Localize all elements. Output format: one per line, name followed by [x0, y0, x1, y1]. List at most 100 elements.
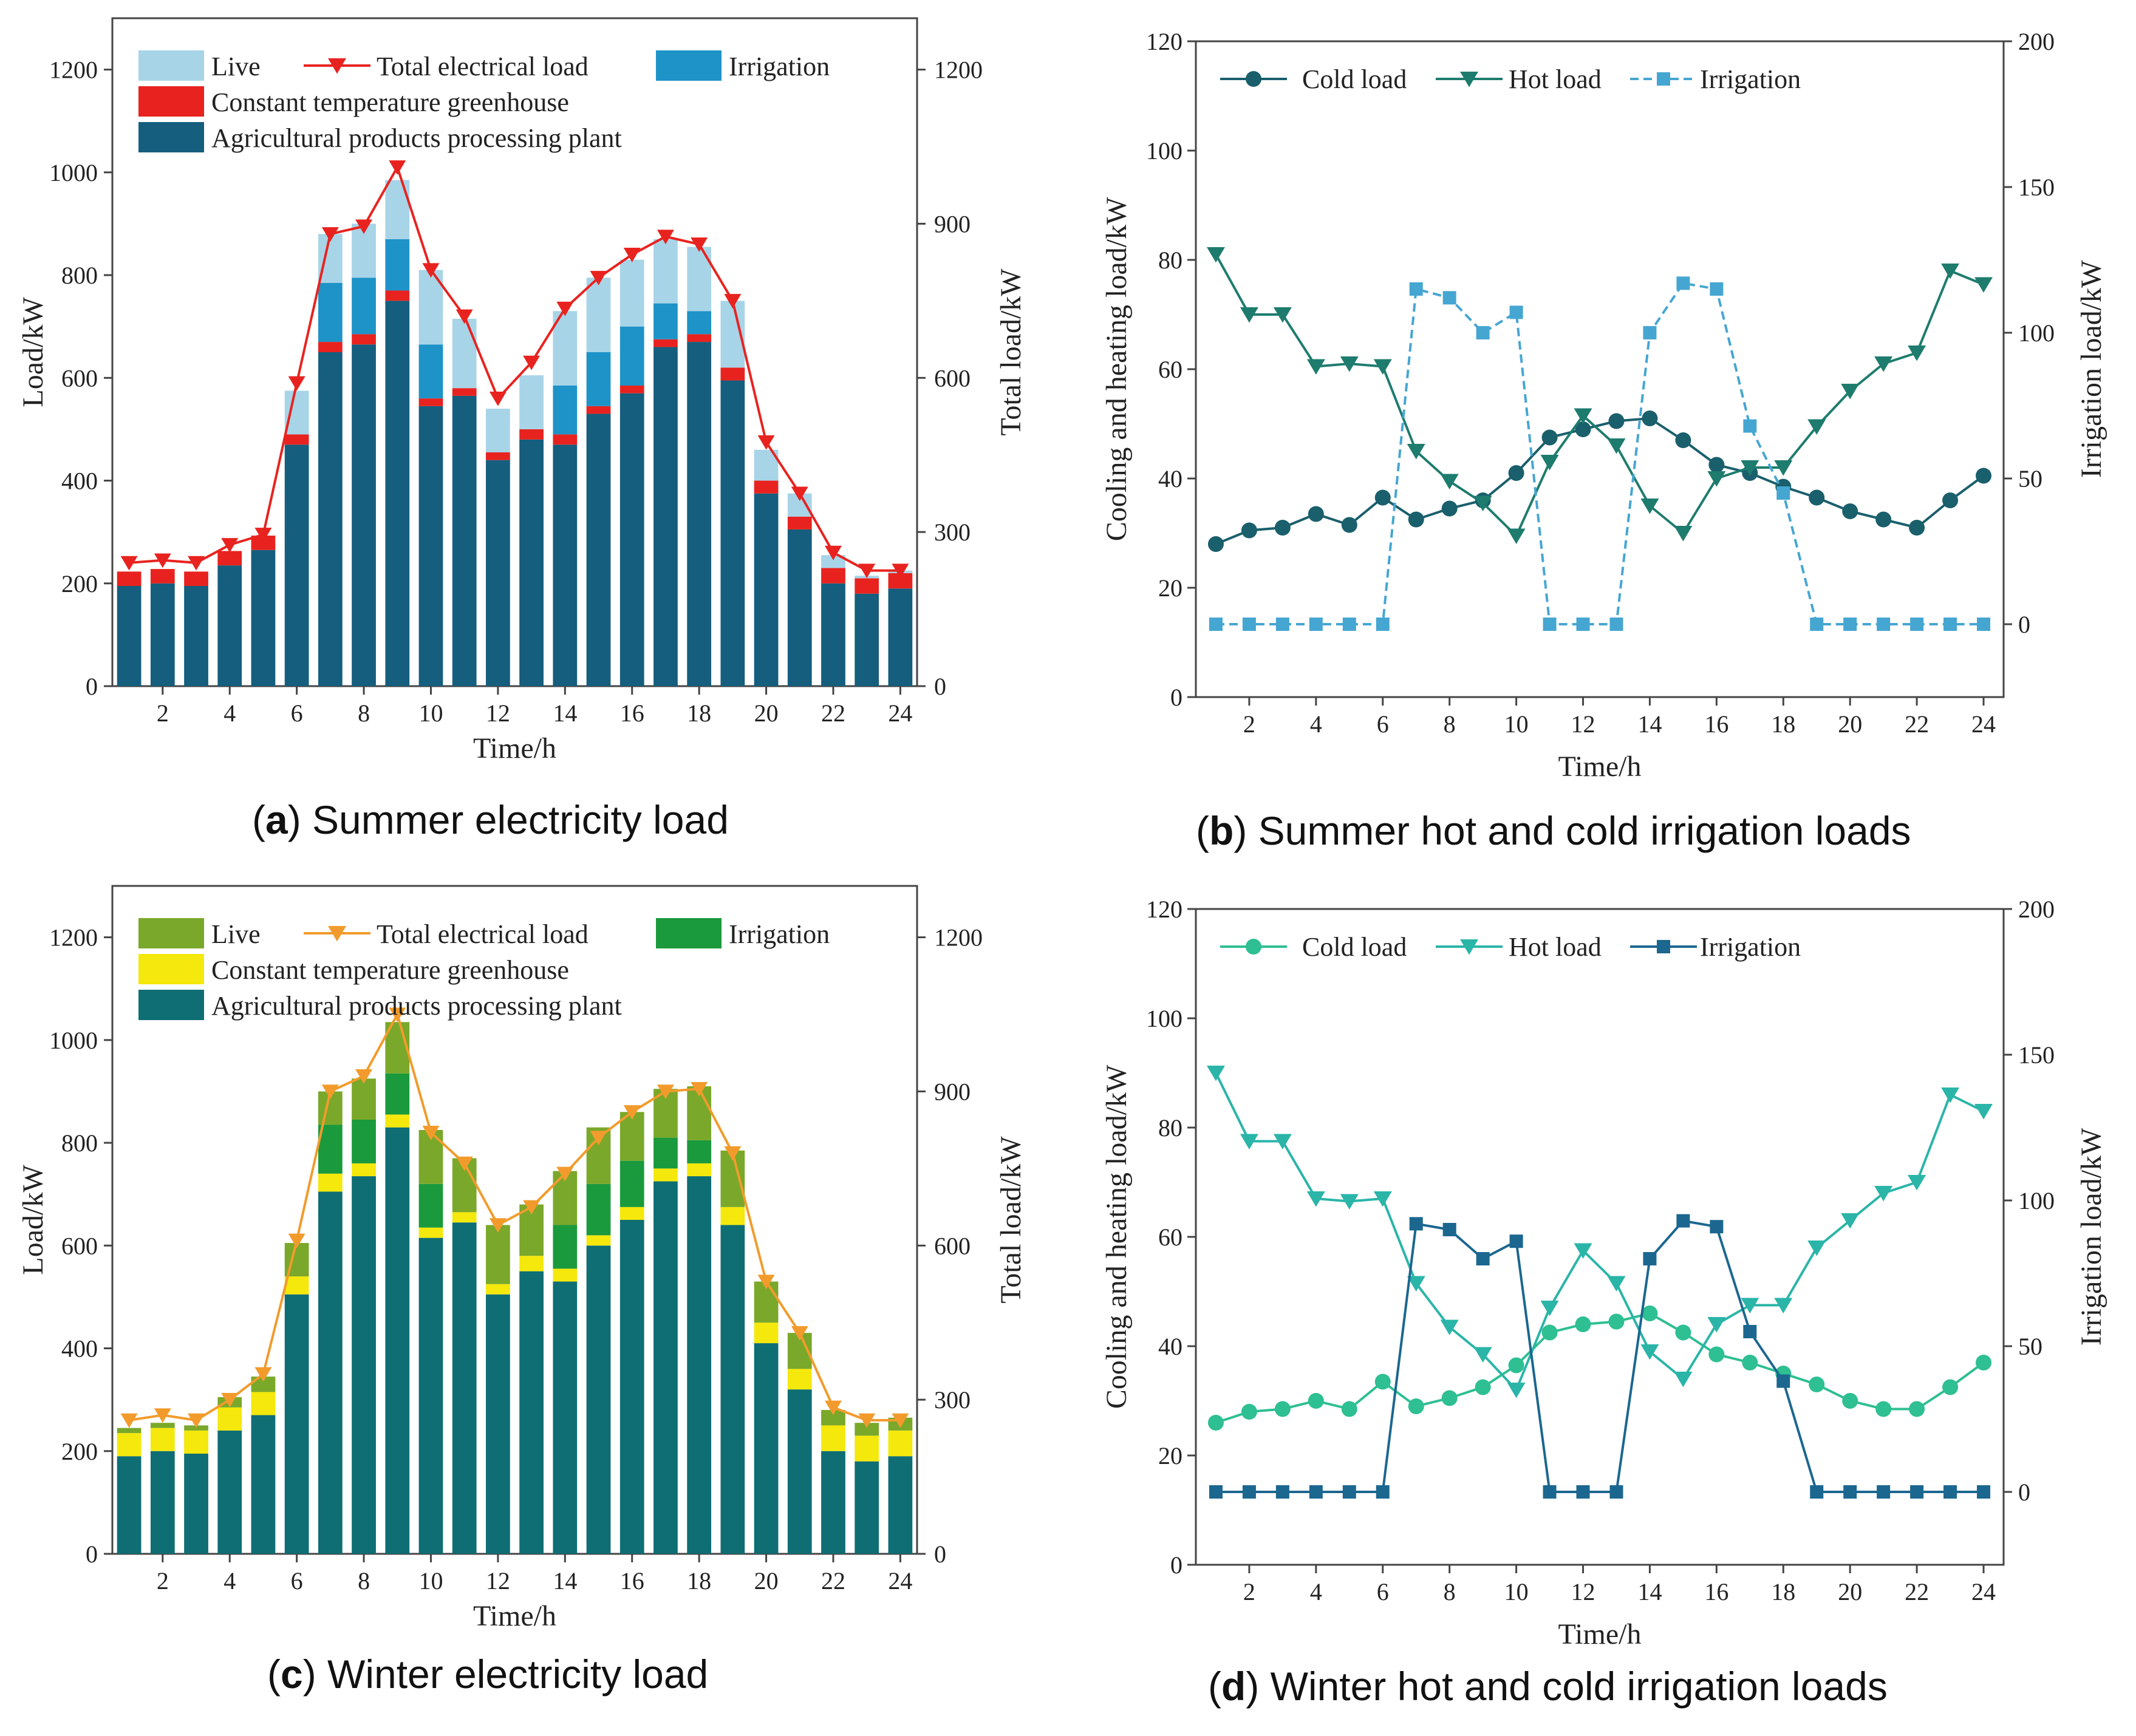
- total-load-point: [791, 486, 808, 502]
- irrigation-point: [1843, 618, 1857, 631]
- bar-processing: [619, 1220, 644, 1554]
- x-axis-label: Time/h: [1558, 1618, 1642, 1650]
- hot-point: [1473, 495, 1492, 511]
- irrigation-point: [1576, 618, 1590, 631]
- cold-point: [1475, 1379, 1491, 1395]
- y-tick-label: 40: [1158, 1333, 1182, 1360]
- hot-point: [1941, 1088, 1960, 1103]
- bar-greenhouse: [787, 516, 812, 529]
- total-load-point: [523, 1200, 541, 1215]
- bar-live: [284, 390, 309, 435]
- irrigation-point: [1509, 1234, 1523, 1248]
- bar-live: [653, 239, 678, 304]
- bar-processing: [117, 586, 142, 686]
- bar-greenhouse: [821, 1425, 845, 1451]
- y-axis-label: Cooling and heating load/kW: [1100, 1064, 1133, 1409]
- bar-processing: [754, 1343, 779, 1554]
- y-right-axis-label: Total load/kW: [995, 1136, 1027, 1304]
- bar-live: [619, 1112, 644, 1161]
- hot-point: [1908, 345, 1926, 361]
- hot-point: [1774, 460, 1793, 476]
- total-load-point: [757, 1275, 775, 1290]
- total-load-point: [288, 1233, 305, 1248]
- bar-processing: [452, 1222, 477, 1554]
- legend-cold-label: Cold load: [1302, 932, 1407, 962]
- legend-hot-marker: [1460, 72, 1478, 87]
- cold-point: [1541, 429, 1558, 446]
- cold-point: [1708, 1346, 1725, 1363]
- hot-point: [1674, 526, 1693, 542]
- bar-live: [117, 1428, 142, 1434]
- total-load-point: [154, 1408, 171, 1423]
- cold-point: [1875, 511, 1892, 528]
- x-tick-label: 14: [1637, 1578, 1662, 1605]
- bar-live: [619, 259, 644, 327]
- total-load-line: [129, 164, 901, 572]
- irrigation-point: [1977, 1485, 1991, 1499]
- total-load-point: [691, 237, 708, 252]
- bar-irrigation: [352, 277, 376, 335]
- bar-greenhouse: [418, 1227, 443, 1238]
- legend-live-label: Live: [211, 52, 261, 81]
- caption-text: Summer electricity load: [312, 797, 729, 842]
- total-load-point: [892, 563, 909, 579]
- bar-processing: [888, 588, 913, 686]
- bar-processing: [418, 1237, 443, 1554]
- total-load-point: [724, 294, 742, 308]
- bar-greenhouse: [586, 1235, 611, 1246]
- cold-point: [1508, 1357, 1524, 1373]
- y-tick-label: 60: [1158, 1224, 1182, 1251]
- cold-point: [1842, 1393, 1858, 1409]
- bar-processing: [586, 1245, 611, 1554]
- total-load-point: [523, 355, 541, 370]
- cold-point: [1241, 522, 1257, 539]
- hot-point: [1841, 1213, 1860, 1229]
- hot-point: [1273, 307, 1292, 323]
- bar-greenhouse: [855, 1435, 879, 1462]
- bar-processing: [486, 460, 510, 686]
- y-tick-label: 0: [1170, 1551, 1182, 1579]
- total-load-point: [321, 227, 339, 242]
- y-axis-label: Cooling and heating load/kW: [1100, 197, 1133, 541]
- cold-point: [1909, 1401, 1925, 1417]
- bar-greenhouse: [284, 1276, 309, 1295]
- total-load-point: [892, 1413, 909, 1428]
- bar-live: [486, 409, 510, 452]
- cold-point: [1441, 1390, 1458, 1406]
- bar-processing: [418, 406, 443, 686]
- bar-live: [486, 1225, 510, 1284]
- bar-processing: [486, 1294, 510, 1554]
- total-load-point: [120, 1413, 138, 1428]
- bar-processing: [519, 1271, 544, 1554]
- total-load-point: [389, 160, 406, 175]
- y-tick-label: 60: [1158, 356, 1182, 383]
- cold-point: [1976, 1355, 1992, 1370]
- irrigation-point: [1543, 1485, 1557, 1499]
- bar-greenhouse: [385, 290, 410, 301]
- total-load-point: [154, 553, 171, 568]
- y-tick-label: 1200: [49, 924, 98, 951]
- bar-processing: [385, 301, 410, 686]
- total-load-point: [389, 1007, 406, 1023]
- total-load-point: [355, 219, 373, 234]
- cold-point: [1642, 410, 1658, 426]
- cold-point: [1809, 489, 1825, 506]
- total-load-point: [556, 301, 574, 316]
- x-tick-label: 4: [223, 1567, 236, 1595]
- x-tick-label: 2: [157, 700, 169, 727]
- bar-greenhouse: [754, 1322, 779, 1344]
- total-load-point: [254, 528, 272, 542]
- hot-point: [1540, 455, 1559, 471]
- y-right-tick-label: 300: [934, 519, 971, 546]
- hot-point: [1574, 1243, 1592, 1259]
- cold-point: [1575, 1316, 1591, 1332]
- irrigation-point: [1509, 305, 1523, 319]
- cold-point: [1541, 1324, 1558, 1341]
- bar-processing: [619, 393, 644, 686]
- cold-point: [1274, 1401, 1291, 1417]
- total-load-point: [188, 1413, 205, 1428]
- legend-cold-marker: [1246, 939, 1261, 955]
- y-tick-label: 200: [61, 570, 98, 597]
- y-right-tick-label: 900: [934, 210, 971, 237]
